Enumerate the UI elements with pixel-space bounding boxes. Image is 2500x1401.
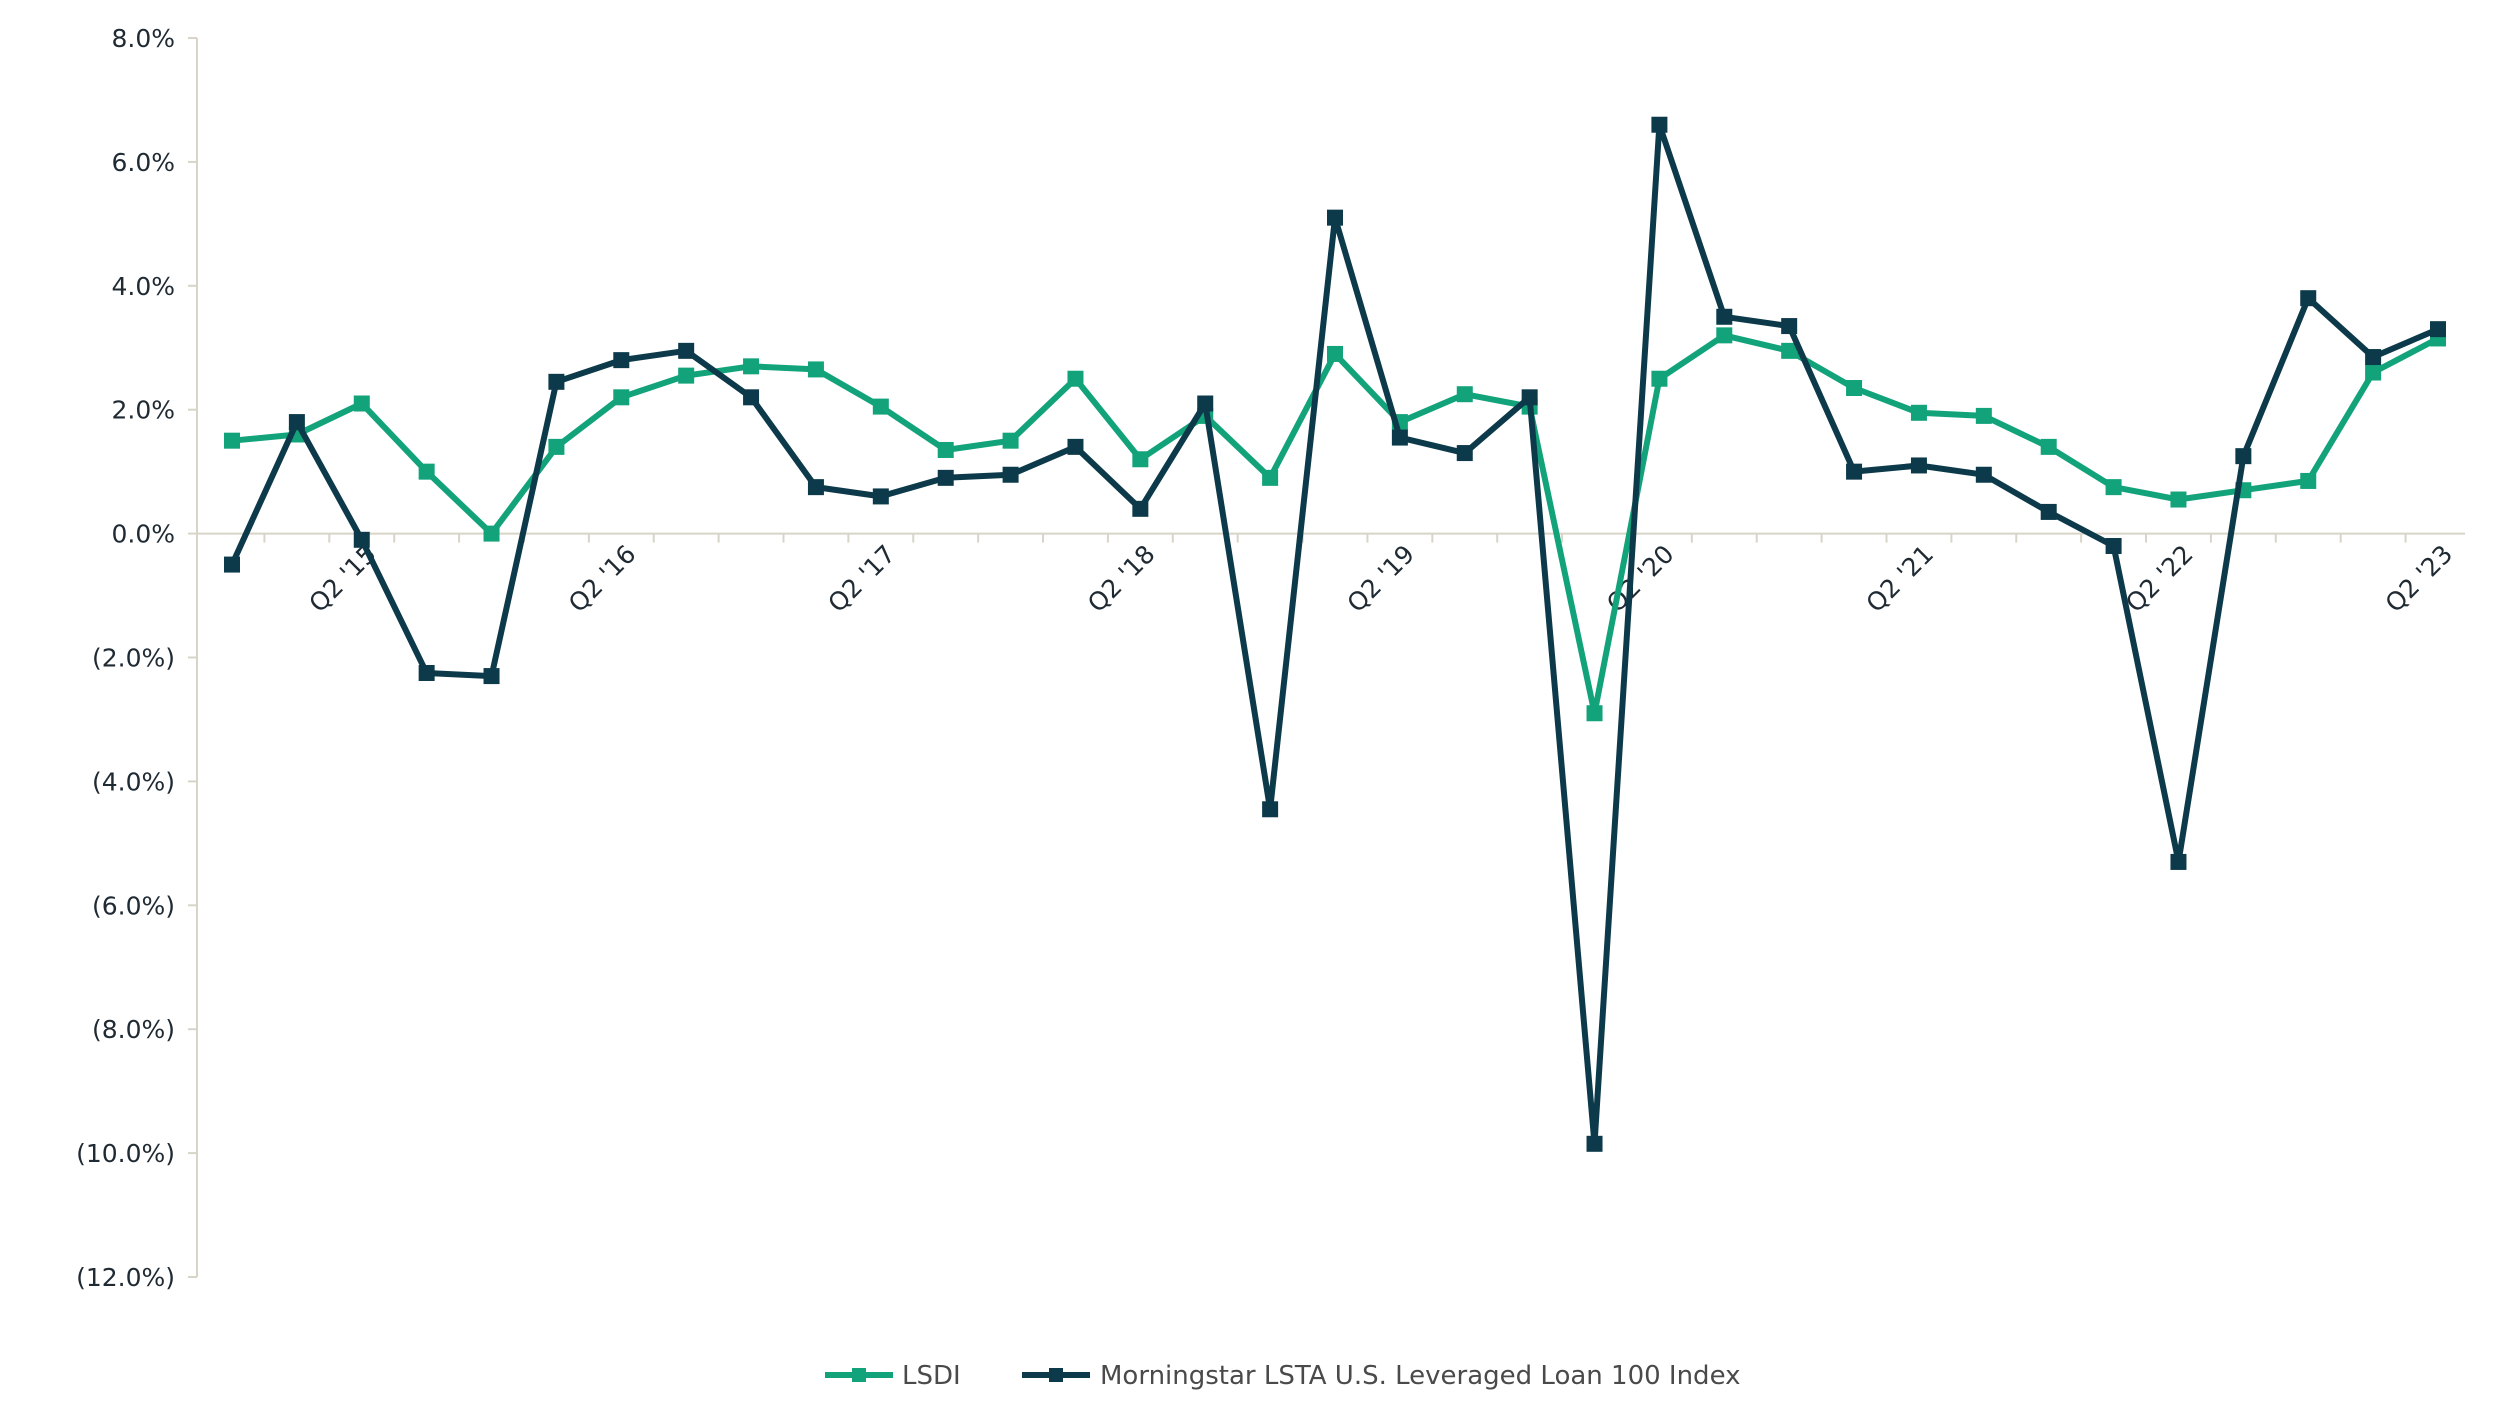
data-point-marker xyxy=(613,352,630,369)
data-point-marker xyxy=(613,389,630,406)
y-tick-label: 8.0% xyxy=(111,24,175,53)
data-point-marker xyxy=(807,361,824,378)
data-point-marker xyxy=(1716,308,1733,325)
x-tick-label: Q2 '21 xyxy=(1861,539,1940,618)
data-point-marker xyxy=(872,398,889,415)
data-point-marker xyxy=(418,463,435,480)
y-tick-label: (6.0%) xyxy=(92,891,175,920)
legend-label: LSDI xyxy=(902,1361,961,1391)
data-point-marker xyxy=(1262,469,1279,486)
data-point-marker xyxy=(1067,370,1084,387)
data-point-marker xyxy=(1975,407,1992,424)
data-point-marker xyxy=(353,531,370,548)
x-tick-label: Q2 '17 xyxy=(822,539,901,618)
data-point-marker xyxy=(1781,318,1798,335)
x-tick-label: Q2 '18 xyxy=(1082,539,1161,618)
data-point-marker xyxy=(1262,801,1279,818)
data-point-marker xyxy=(1586,1135,1603,1152)
x-tick-label: Q2 '22 xyxy=(2120,539,2199,618)
data-point-marker xyxy=(872,488,889,505)
data-point-marker xyxy=(2365,349,2382,366)
data-point-marker xyxy=(1456,445,1473,462)
series-line xyxy=(229,121,2441,1147)
y-tick-label: (8.0%) xyxy=(92,1015,175,1044)
data-point-marker xyxy=(1846,380,1863,397)
series-lsdi xyxy=(224,327,2446,722)
series-leveraged-loan-index xyxy=(224,116,2446,1152)
data-point-marker xyxy=(1002,432,1019,449)
data-point-marker xyxy=(1846,463,1863,480)
data-point-marker xyxy=(548,438,565,455)
data-point-marker xyxy=(1067,438,1084,455)
data-point-marker xyxy=(1327,209,1343,226)
data-point-marker xyxy=(288,414,305,431)
legend: LSDI Morningstar LSTA U.S. Leveraged Loan… xyxy=(825,1361,1741,1391)
legend-swatch-marker xyxy=(1049,1368,1063,1382)
data-point-marker xyxy=(1197,395,1214,412)
data-point-marker xyxy=(2105,537,2122,554)
legend-item: LSDI xyxy=(825,1361,961,1391)
data-point-marker xyxy=(483,525,500,542)
legend-item: Morningstar LSTA U.S. Leveraged Loan 100… xyxy=(1022,1361,1741,1391)
data-point-marker xyxy=(418,664,435,681)
data-point-marker xyxy=(2365,364,2382,381)
y-tick-label: (2.0%) xyxy=(92,644,175,673)
data-point-marker xyxy=(1910,457,1927,474)
data-point-marker xyxy=(743,389,760,406)
data-point-marker xyxy=(2235,448,2252,465)
data-point-marker xyxy=(1586,705,1603,722)
data-point-marker xyxy=(1975,466,1992,483)
data-point-marker xyxy=(1002,466,1019,483)
y-tick-label: (4.0%) xyxy=(92,767,175,796)
y-tick-label: (10.0%) xyxy=(76,1139,175,1168)
y-axis: 8.0% 6.0% 4.0% 2.0% 0.0% (2.0%) (4.0%) (6.0%) (8… xyxy=(76,24,198,1292)
y-tick-label: 4.0% xyxy=(111,272,175,301)
data-point-marker xyxy=(2300,290,2317,307)
x-tick-label: Q2 '16 xyxy=(563,539,642,618)
data-point-marker xyxy=(937,441,954,458)
legend-swatch-marker xyxy=(852,1368,866,1382)
y-tick-label: 2.0% xyxy=(111,396,175,425)
data-point-marker xyxy=(2170,853,2187,870)
data-point-marker xyxy=(937,469,954,486)
data-point-marker xyxy=(678,342,695,359)
data-point-marker xyxy=(224,556,240,573)
data-point-marker xyxy=(353,395,370,412)
data-point-marker xyxy=(807,479,824,496)
y-tick-label: 0.0% xyxy=(111,520,175,549)
data-point-marker xyxy=(548,373,565,390)
data-point-marker xyxy=(1651,116,1668,133)
y-tick-label: 6.0% xyxy=(111,148,175,177)
data-point-marker xyxy=(483,668,500,685)
data-point-marker xyxy=(1781,342,1798,359)
data-point-marker xyxy=(1456,386,1473,403)
data-point-marker xyxy=(743,358,760,375)
series-line xyxy=(229,332,2441,717)
data-point-marker xyxy=(2040,503,2057,520)
data-point-marker xyxy=(2430,321,2446,338)
data-point-marker xyxy=(1132,451,1149,468)
data-point-marker xyxy=(1327,345,1343,362)
y-tick-label: (12.0%) xyxy=(76,1263,175,1292)
data-point-marker xyxy=(1132,500,1149,517)
data-point-marker xyxy=(2040,438,2057,455)
data-point-marker xyxy=(1651,370,1668,387)
data-point-marker xyxy=(1716,327,1733,344)
data-point-marker xyxy=(1910,404,1927,421)
legend-label: Morningstar LSTA U.S. Leveraged Loan 100… xyxy=(1100,1361,1741,1391)
x-tick-label: Q2 '23 xyxy=(2380,539,2459,618)
data-point-marker xyxy=(678,367,695,384)
data-point-marker xyxy=(1521,389,1538,406)
data-point-marker xyxy=(2300,472,2317,489)
data-point-marker xyxy=(224,432,240,449)
series-layer xyxy=(224,116,2446,1152)
data-point-marker xyxy=(1391,429,1408,446)
data-point-marker xyxy=(2170,491,2187,508)
data-point-marker xyxy=(2105,479,2122,496)
x-tick-label: Q2 '19 xyxy=(1341,539,1420,618)
